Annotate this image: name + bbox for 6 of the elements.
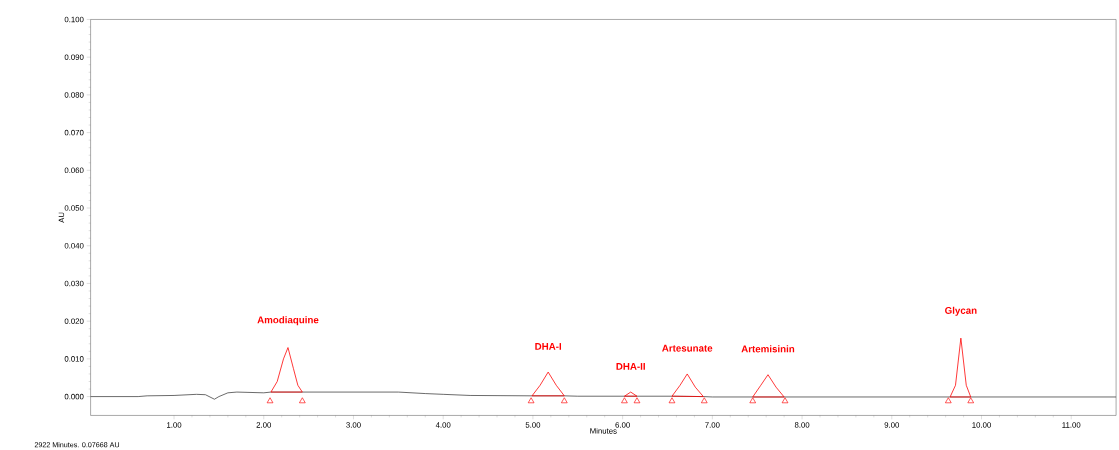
annotation: Artesunate [662,345,713,352]
annotation: DHA-II [616,363,645,370]
annotation: Amodiaquine [257,316,319,326]
annotation: DHA-I [535,343,562,351]
annotation: Artemisinin [741,345,795,353]
annotation: Glycan [945,307,977,317]
